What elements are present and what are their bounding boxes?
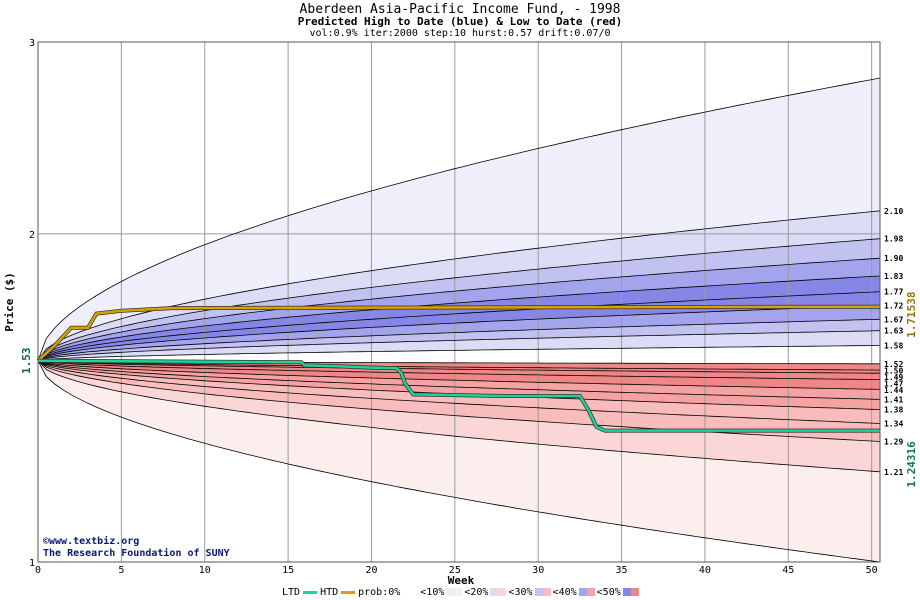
curve-end-label: 1.41 bbox=[884, 395, 903, 404]
x-tick-label: 20 bbox=[365, 565, 377, 576]
curve-end-label: 1.29 bbox=[884, 437, 903, 446]
chart-subtitle: Predicted High to Date (blue) & Low to D… bbox=[297, 15, 623, 28]
credit-website: ©www.textbiz.org bbox=[43, 536, 140, 547]
legend: LTD HTD prob:0% <10% <20% <30% <40% <50% bbox=[282, 587, 641, 598]
upper-band bbox=[38, 78, 880, 361]
x-tick-label: 35 bbox=[616, 565, 628, 576]
lower-band bbox=[38, 360, 880, 400]
legend-p40-swatch bbox=[578, 588, 595, 596]
legend-p10-label: <10% bbox=[420, 587, 445, 598]
x-tick-label: 50 bbox=[866, 565, 878, 576]
ltd-final-label: 1.24316 bbox=[905, 441, 918, 488]
curve-end-label: 1.21 bbox=[884, 468, 903, 477]
upper-band bbox=[38, 305, 880, 361]
lower-band bbox=[38, 360, 880, 390]
fan-curve bbox=[37, 360, 881, 473]
x-tick-label: 45 bbox=[782, 565, 794, 576]
curve-end-label: 1.49 bbox=[884, 373, 903, 382]
curve-end-label: 1.44 bbox=[884, 386, 903, 395]
y-axis-label: Price ($) bbox=[3, 272, 16, 332]
fan-curve bbox=[37, 291, 881, 362]
fan-curve bbox=[37, 360, 881, 380]
legend-p30-swatch bbox=[534, 588, 551, 596]
legend-p50-label: <50% bbox=[596, 587, 621, 598]
chart-params: vol:0.9% iter:2000 step:10 hurst:0.57 dr… bbox=[309, 28, 611, 39]
upper-band bbox=[38, 210, 880, 361]
fan-curve bbox=[37, 360, 881, 390]
y-tick-label: 2 bbox=[29, 230, 35, 241]
curve-end-label: 1.34 bbox=[884, 419, 903, 428]
legend-prob0-label: prob:0% bbox=[358, 587, 401, 598]
credit-organization: The Research Foundation of SUNY bbox=[43, 548, 230, 559]
fan-curve bbox=[37, 210, 881, 361]
curve-end-label: 1.63 bbox=[884, 327, 903, 336]
curve-end-label: 1.38 bbox=[884, 406, 903, 415]
htd-line bbox=[37, 305, 881, 362]
plot-frame bbox=[37, 41, 881, 563]
x-tick-label: 15 bbox=[282, 565, 294, 576]
fan-curve bbox=[37, 345, 881, 362]
lower-band bbox=[38, 360, 880, 562]
curve-end-label: 2.10 bbox=[884, 207, 903, 216]
legend-p30-label: <30% bbox=[508, 587, 533, 598]
htd-final-label: 1.71538 bbox=[905, 292, 918, 338]
legend-ltd-label: LTD bbox=[282, 587, 301, 598]
ltd-line bbox=[37, 359, 880, 432]
x-tick-label: 30 bbox=[532, 565, 544, 576]
fan-curve bbox=[37, 360, 881, 371]
fan-curve bbox=[37, 330, 881, 362]
fan-curve bbox=[37, 360, 881, 424]
lower-band bbox=[38, 360, 880, 424]
legend-p40-label: <40% bbox=[552, 587, 577, 598]
fan-curve bbox=[37, 77, 881, 361]
y-tick-label: 1 bbox=[29, 558, 35, 569]
upper-band bbox=[38, 258, 880, 361]
fan-curve bbox=[37, 238, 881, 361]
curve-end-label: 1.52 bbox=[884, 360, 903, 369]
x-axis-label: Week bbox=[448, 574, 475, 587]
legend-p20-label: <20% bbox=[464, 587, 489, 598]
fan-curve bbox=[37, 360, 881, 442]
curve-end-label: 1.50 bbox=[884, 366, 903, 375]
fan-curve bbox=[37, 360, 881, 563]
y-tick-label: 3 bbox=[29, 38, 35, 49]
lower-band bbox=[38, 360, 880, 410]
chart-title: Aberdeen Asia-Pacific Income Fund, - 199… bbox=[299, 2, 621, 17]
curve-end-label: 1.72 bbox=[884, 301, 903, 310]
legend-p20-swatch bbox=[490, 588, 507, 596]
curve-end-label: 1.47 bbox=[884, 379, 903, 388]
lower-band bbox=[38, 360, 880, 380]
curve-end-label: 1.77 bbox=[884, 288, 903, 297]
upper-band bbox=[38, 276, 880, 361]
lower-band bbox=[38, 360, 880, 442]
legend-ltd-swatch bbox=[303, 590, 318, 594]
center-band bbox=[38, 345, 880, 361]
upper-band bbox=[38, 238, 880, 361]
fan-curve bbox=[37, 360, 880, 374]
legend-prob0-swatch bbox=[402, 588, 419, 596]
fan-curve bbox=[37, 360, 881, 400]
x-tick-label: 0 bbox=[35, 565, 41, 576]
curve-end-label: 1.83 bbox=[884, 272, 903, 281]
fan-curve bbox=[37, 275, 881, 362]
fan-curve bbox=[37, 257, 881, 361]
lower-band bbox=[38, 360, 880, 374]
curve-end-label: 1.98 bbox=[884, 235, 903, 244]
curve-end-label: 1.90 bbox=[884, 254, 903, 263]
legend-p10-swatch bbox=[446, 588, 463, 596]
x-tick-label: 40 bbox=[699, 565, 711, 576]
curve-end-label: 1.58 bbox=[884, 341, 903, 350]
legend-p50-swatch bbox=[622, 588, 639, 596]
x-tick-label: 25 bbox=[449, 565, 461, 576]
legend-htd-swatch bbox=[341, 590, 356, 594]
fan-curve bbox=[37, 318, 881, 362]
fan-curve bbox=[37, 304, 881, 362]
start-price-label: 1.53 bbox=[20, 347, 33, 374]
x-tick-label: 5 bbox=[118, 565, 124, 576]
legend-htd-label: HTD bbox=[320, 587, 339, 598]
curve-end-label: 1.67 bbox=[884, 315, 903, 324]
x-tick-label: 10 bbox=[199, 565, 211, 576]
